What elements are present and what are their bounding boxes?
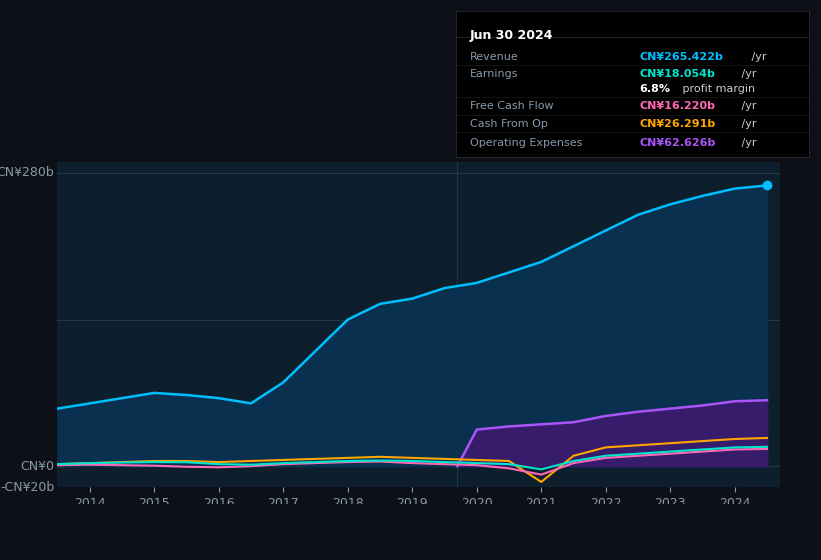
Text: CN¥18.054b: CN¥18.054b — [640, 69, 715, 80]
Text: CN¥265.422b: CN¥265.422b — [640, 52, 723, 62]
Text: /yr: /yr — [738, 119, 757, 129]
Text: CN¥0: CN¥0 — [21, 460, 54, 473]
Text: CN¥280b: CN¥280b — [0, 166, 54, 179]
Text: Revenue: Revenue — [470, 52, 519, 62]
Text: /yr: /yr — [738, 138, 757, 148]
Legend: Revenue, Earnings, Free Cash Flow, Cash From Op, Operating Expenses: Revenue, Earnings, Free Cash Flow, Cash … — [126, 530, 711, 553]
Text: CN¥62.626b: CN¥62.626b — [640, 138, 716, 148]
Text: Cash From Op: Cash From Op — [470, 119, 548, 129]
Text: CN¥26.291b: CN¥26.291b — [640, 119, 715, 129]
Text: Free Cash Flow: Free Cash Flow — [470, 101, 553, 111]
Text: Earnings: Earnings — [470, 69, 518, 80]
Text: /yr: /yr — [748, 52, 767, 62]
Text: Operating Expenses: Operating Expenses — [470, 138, 582, 148]
Text: CN¥16.220b: CN¥16.220b — [640, 101, 715, 111]
Text: 6.8%: 6.8% — [640, 84, 670, 94]
Text: Jun 30 2024: Jun 30 2024 — [470, 29, 553, 41]
Text: -CN¥20b: -CN¥20b — [0, 480, 54, 494]
Text: /yr: /yr — [738, 101, 757, 111]
Text: /yr: /yr — [738, 69, 757, 80]
Text: profit margin: profit margin — [679, 84, 754, 94]
